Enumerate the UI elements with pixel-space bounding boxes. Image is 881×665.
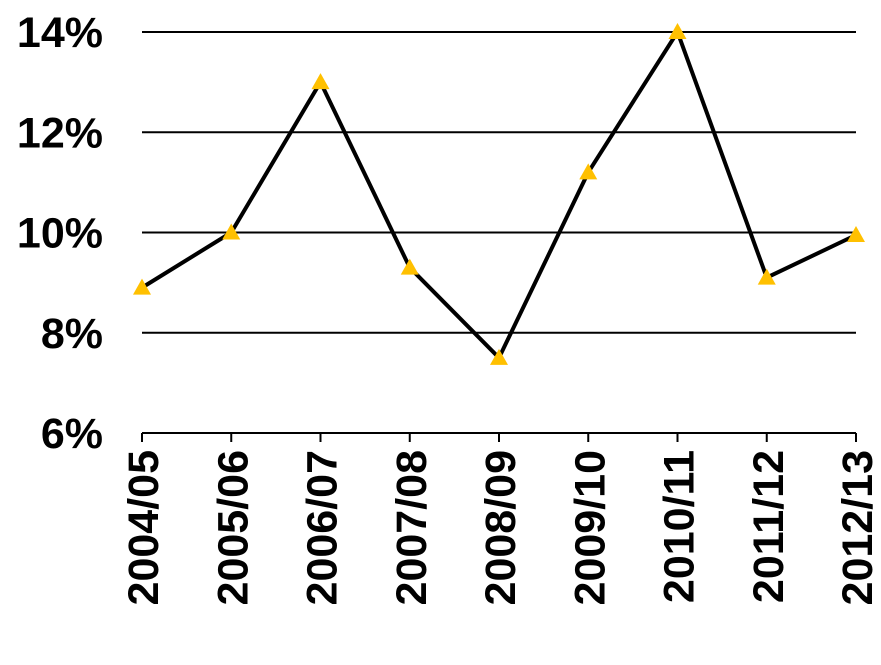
x-tick-label: 2007/08 bbox=[388, 450, 436, 605]
y-axis-tick-labels: 6% 8% 10% 12% 14% bbox=[17, 9, 103, 458]
x-tick-label: 2011/12 bbox=[745, 450, 793, 603]
series-line bbox=[140, 27, 857, 362]
data-point-marker bbox=[847, 226, 865, 243]
y-tick-label: 14% bbox=[17, 9, 103, 57]
x-tick-label: 2010/11 bbox=[656, 450, 704, 603]
data-point-marker bbox=[400, 258, 419, 275]
data-point-marker bbox=[490, 348, 508, 365]
y-tick-label: 8% bbox=[41, 310, 103, 358]
series-markers bbox=[133, 23, 865, 365]
data-point-marker bbox=[757, 268, 776, 285]
data-point-marker bbox=[311, 73, 330, 90]
gridlines bbox=[142, 31, 856, 334]
x-tick-label: 2006/07 bbox=[299, 450, 347, 605]
data-point-marker bbox=[222, 223, 241, 240]
data-point-marker bbox=[133, 278, 151, 295]
x-tick-label: 2008/09 bbox=[477, 450, 525, 605]
y-tick-label: 6% bbox=[41, 410, 103, 458]
data-point-marker bbox=[579, 163, 598, 180]
axes bbox=[141, 432, 857, 442]
x-tick-label: 2012/13 bbox=[834, 450, 881, 605]
x-tick-label: 2004/05 bbox=[120, 450, 168, 605]
y-tick-label: 12% bbox=[17, 109, 103, 157]
x-tick-label: 2009/10 bbox=[566, 450, 614, 605]
y-tick-label: 10% bbox=[17, 210, 103, 258]
series-line bbox=[140, 27, 857, 362]
data-point-marker bbox=[668, 23, 687, 39]
x-tick-label: 2005/06 bbox=[209, 450, 257, 605]
x-axis-tick-labels: 2004/05 2005/06 2006/07 2007/08 2008/09 2009/… bbox=[120, 450, 881, 605]
